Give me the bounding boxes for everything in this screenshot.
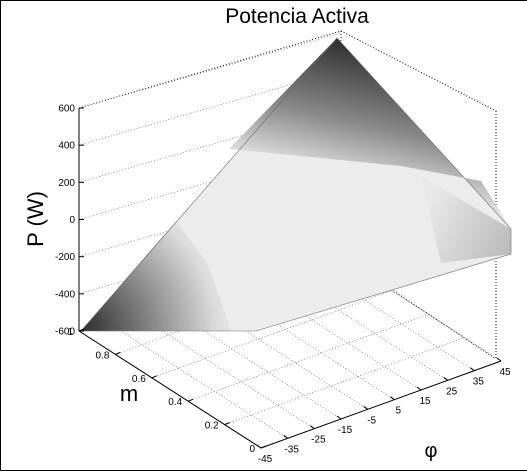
m-tick-label: 0 <box>249 444 255 455</box>
phi-tick <box>363 405 368 410</box>
z-tick-label: -200 <box>55 252 75 263</box>
m-tick <box>188 398 194 402</box>
phi-axis-line <box>260 360 502 449</box>
phi-tick-label: -15 <box>338 425 353 436</box>
surface-right-shade <box>421 176 511 263</box>
z-grid-line <box>78 144 342 220</box>
z-grid-line <box>78 107 342 183</box>
phi-tick-label: 5 <box>396 406 402 417</box>
z-grid-line <box>78 181 342 257</box>
phi-tick <box>283 434 288 439</box>
m-axis-label: m <box>120 381 138 406</box>
phi-tick-label: 45 <box>499 367 511 378</box>
phi-ticks: -45 -35 -25 -15 -5 5 15 25 35 45 <box>256 357 511 465</box>
phi-tick-label: 15 <box>419 396 431 407</box>
m-tick <box>115 351 121 355</box>
surface-outline <box>80 37 512 332</box>
m-grid-line <box>188 313 429 402</box>
m-tick <box>224 422 230 426</box>
phi-axis-label: φ <box>425 440 438 462</box>
phi-tick <box>443 376 448 381</box>
phi-tick-label: 25 <box>446 386 458 397</box>
phi-tick <box>390 396 395 401</box>
m-tick-label: 0.4 <box>168 397 182 408</box>
surface-high-region <box>229 38 511 229</box>
z-axis-label: P (W) <box>23 191 48 247</box>
m-tick <box>151 375 157 379</box>
chart-title: Potencia Activa <box>225 5 369 28</box>
phi-tick-label: -45 <box>258 454 273 465</box>
m-tick <box>78 328 85 332</box>
m-axis-line <box>78 330 262 449</box>
m-tick <box>260 445 267 449</box>
phi-tick <box>496 357 502 362</box>
m-tick-label: 0.6 <box>132 374 146 385</box>
z-ticks: -600 -400 -200 0 200 400 600 <box>55 104 84 338</box>
surface <box>80 37 512 332</box>
phi-tick-label: -35 <box>284 444 299 455</box>
m-grid-line <box>224 337 465 425</box>
phi-tick <box>336 415 342 420</box>
phi-tick-label: -25 <box>311 435 326 446</box>
z-tick-label: 600 <box>58 104 75 115</box>
phi-tick-label: -5 <box>367 415 376 426</box>
z-grid-line <box>78 218 342 295</box>
phi-tick <box>256 444 262 449</box>
z-tick-label: 200 <box>58 178 75 189</box>
m-grid-line <box>115 267 356 355</box>
phi-tick <box>310 425 315 430</box>
m-tick-label: 1 <box>67 327 73 338</box>
z-tick-label: 0 <box>69 215 75 226</box>
phi-tick-label: 35 <box>473 377 485 388</box>
m-tick-label: 0.8 <box>95 350 109 361</box>
z-tick-label: 400 <box>58 141 75 152</box>
phi-tick <box>416 386 422 391</box>
m-tick-label: 0.2 <box>205 421 219 432</box>
m-ticks: 0 0.2 0.4 0.6 0.8 1 <box>67 327 267 455</box>
z-grid-line <box>78 32 342 109</box>
back-right-bottom-edge <box>340 255 497 360</box>
back-top-edge <box>78 30 342 109</box>
back-right-top-edge <box>340 30 497 112</box>
z-tick-label: -400 <box>55 289 75 300</box>
surface-low-region <box>81 221 231 331</box>
z-grid-line <box>78 69 342 146</box>
m-grid-line <box>151 290 392 379</box>
z-tick-label: -600 <box>55 327 75 338</box>
phi-grid-line <box>105 321 288 439</box>
phi-tick <box>470 367 475 372</box>
